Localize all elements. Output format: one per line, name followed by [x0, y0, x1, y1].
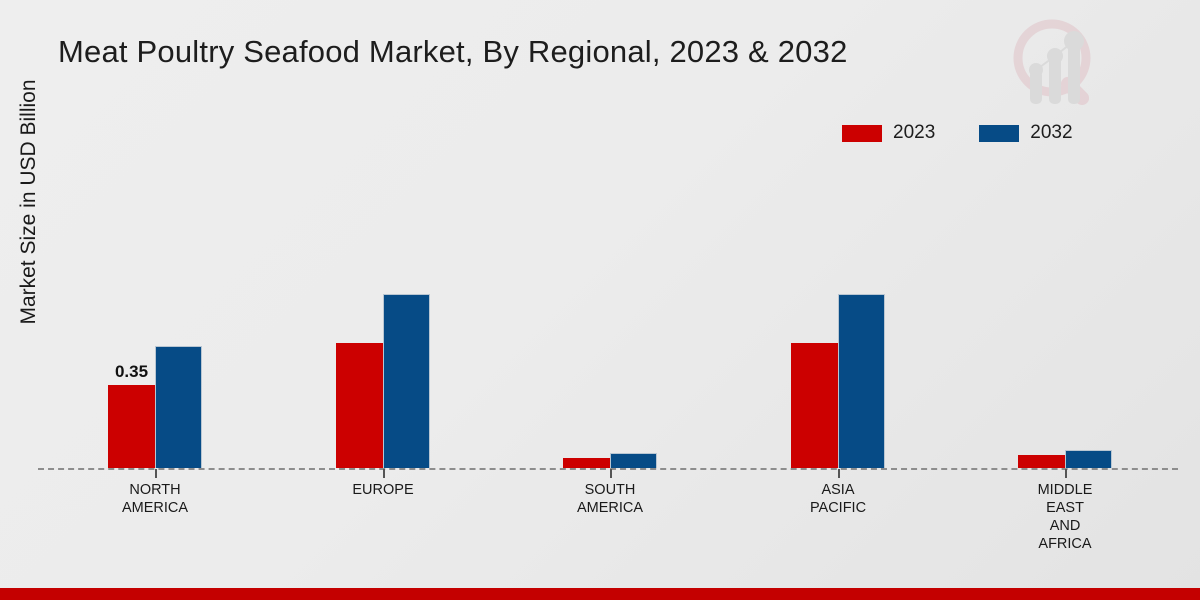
- legend-label-2032: 2032: [1030, 122, 1073, 143]
- watermark-logo: [1002, 8, 1112, 116]
- bar-middle-east-and-africa-2032[interactable]: [1065, 450, 1112, 468]
- category-label-asia-pacific: ASIA PACIFIC: [748, 481, 928, 517]
- bar-group-north-america: 0.35: [65, 168, 245, 468]
- bar-group-europe: [293, 168, 473, 468]
- category-label-line: EUROPE: [352, 482, 414, 498]
- bar-group-south-america: [520, 168, 700, 468]
- category-label-line: AMERICA: [576, 500, 644, 516]
- axis-tick-asia-pacific: [838, 469, 840, 478]
- category-label-middle-east-and-africa: MIDDLE EAST AND AFRICA: [975, 481, 1155, 553]
- category-label-line: PACIFIC: [809, 500, 867, 516]
- x-axis-baseline: [38, 468, 1178, 470]
- bar-asia-pacific-2023[interactable]: [791, 343, 838, 468]
- bar-north-america-2023[interactable]: 0.35: [108, 362, 155, 468]
- bar-north-america-2032[interactable]: [155, 346, 202, 468]
- bar-south-america-2023[interactable]: [563, 458, 610, 468]
- category-label-line: EAST: [1046, 500, 1084, 516]
- bar-europe-2032[interactable]: [383, 294, 430, 468]
- legend-swatch-2023: [842, 124, 882, 142]
- axis-tick-north-america: [155, 469, 157, 478]
- bottom-accent-band: [0, 588, 1200, 600]
- axis-tick-europe: [383, 469, 385, 478]
- category-label-line: MIDDLE: [1037, 482, 1093, 498]
- legend-swatch-2032: [979, 124, 1020, 142]
- bar-south-america-2032[interactable]: [610, 453, 657, 468]
- category-label-line: AMERICA: [121, 500, 189, 516]
- legend-label-2023: 2023: [893, 122, 936, 143]
- bar-asia-pacific-2032[interactable]: [838, 294, 885, 468]
- category-label-europe: EUROPE: [293, 481, 473, 499]
- bar-group-middle-east-and-africa: [975, 168, 1155, 468]
- category-label-north-america: NORTH AMERICA: [65, 481, 245, 517]
- legend-item-2032[interactable]: 2032: [979, 122, 1073, 144]
- bar-group-asia-pacific: [748, 168, 928, 468]
- category-label-line: AND: [1049, 518, 1081, 534]
- category-label-line: SOUTH: [584, 482, 636, 498]
- chart-title: Meat Poultry Seafood Market, By Regional…: [58, 34, 848, 69]
- bar-middle-east-and-africa-2023[interactable]: [1018, 455, 1065, 468]
- chart-legend: 2023 2032: [842, 122, 1073, 144]
- bar-europe-2023[interactable]: [336, 343, 383, 468]
- axis-tick-middle-east-and-africa: [1065, 469, 1067, 478]
- category-label-line: AFRICA: [1038, 536, 1092, 552]
- category-label-line: NORTH: [129, 482, 181, 498]
- legend-item-2023[interactable]: 2023: [842, 122, 935, 144]
- axis-tick-south-america: [610, 469, 612, 478]
- y-axis-title: Market Size in USD Billion: [17, 79, 40, 325]
- category-label-line: ASIA: [821, 482, 855, 498]
- bar-value-north-america-2023: 0.35: [114, 362, 149, 381]
- category-label-south-america: SOUTH AMERICA: [520, 481, 700, 517]
